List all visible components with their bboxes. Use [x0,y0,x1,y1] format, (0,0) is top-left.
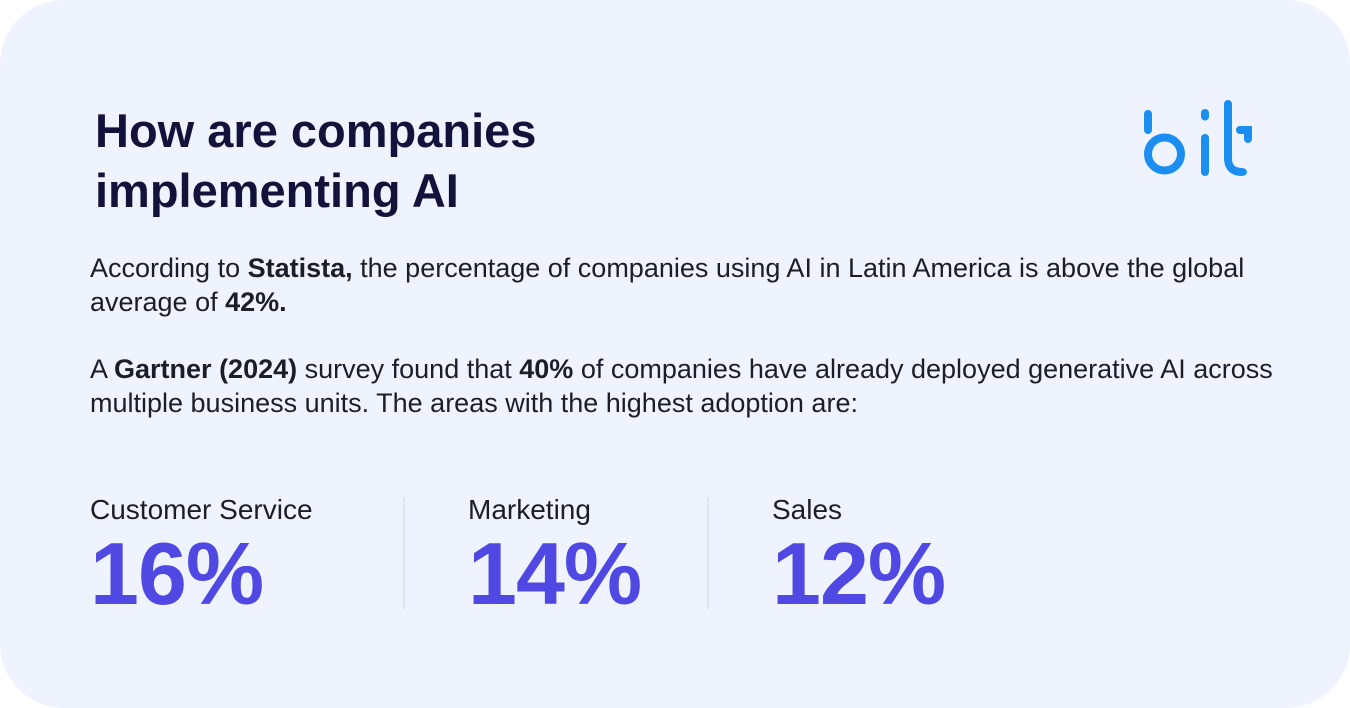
p2-source-gartner: Gartner (2024) [114,354,298,384]
intro-paragraph-statista: According to Statista, the percentage of… [90,251,1290,319]
p1-global-average: 42%. [225,287,287,317]
stat-marketing: Marketing 14% [468,492,642,623]
p1-text-a: According to [90,253,248,283]
stat-value: 16% [90,524,264,623]
stat-value: 14% [468,524,642,623]
p2-text-a: A [90,354,115,384]
intro-paragraph-gartner: A Gartner (2024) survey found that 40% o… [90,352,1290,420]
stat-sales: Sales 12% [772,492,946,623]
stat-divider [403,497,405,609]
p2-deployed-percent: 40% [519,354,574,384]
p1-source-statista: Statista, [247,253,353,283]
title-line-2: implementing AI [95,164,459,217]
bit-logo [1144,100,1252,176]
stat-customer-service: Customer Service 16% [90,492,313,623]
p1-text-c: the percentage of companies using AI in … [90,253,1245,317]
stat-label: Sales [772,494,843,525]
stat-label: Marketing [468,494,591,525]
stat-label: Customer Service [90,494,313,525]
p2-text-c: survey found that [297,354,520,384]
page-title: How are companies implementing AI [95,101,795,221]
stat-divider [707,497,709,609]
title-line-1: How are companies [95,104,537,157]
stat-value: 12% [772,524,946,623]
p2-text-e: of companies have already deployed gener… [90,354,1273,418]
